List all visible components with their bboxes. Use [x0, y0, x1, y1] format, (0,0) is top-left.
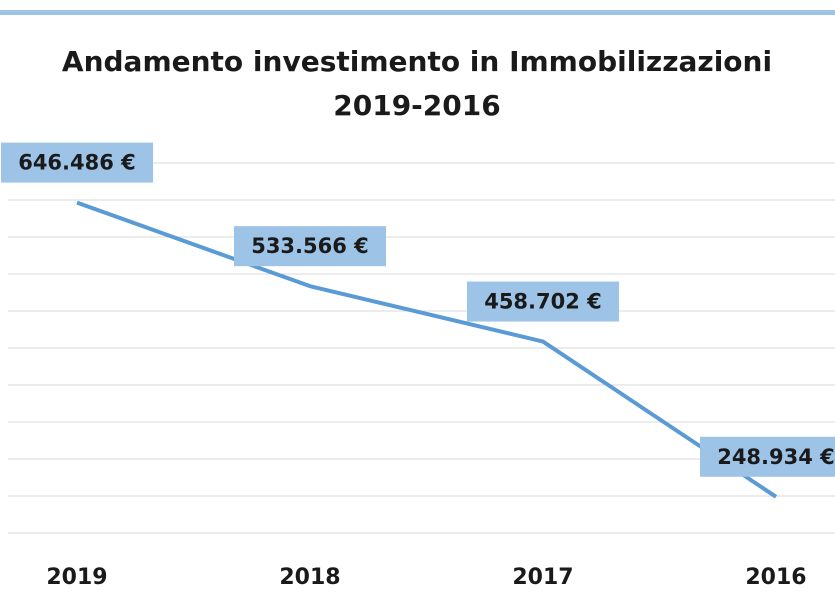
x-tick-label: 2017 — [512, 565, 573, 590]
data-label-box — [467, 281, 619, 322]
data-label-box — [1, 142, 153, 183]
data-label: 248.934 € — [717, 445, 835, 469]
x-tick-label: 2019 — [46, 565, 107, 590]
data-label-box — [700, 436, 835, 477]
data-label: 646.486 € — [18, 151, 136, 175]
x-tick-label: 2016 — [745, 565, 806, 590]
top-border — [0, 10, 835, 15]
x-tick-label: 2018 — [279, 565, 340, 590]
data-line — [76, 200, 778, 499]
data-label: 533.566 € — [251, 234, 369, 258]
chart-title: Andamento investimento in Immobilizzazio… — [61, 45, 773, 122]
data-label: 458.702 € — [484, 290, 602, 314]
data-label-box — [234, 226, 386, 267]
